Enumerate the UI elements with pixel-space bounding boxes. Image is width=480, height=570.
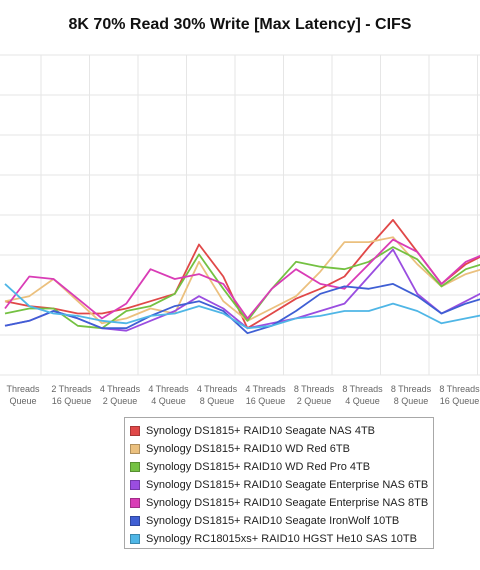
legend-item[interactable]: Synology DS1815+ RAID10 Seagate IronWolf… (130, 512, 433, 530)
series-line (4, 283, 480, 330)
legend-label: Synology DS1815+ RAID10 Seagate IronWolf… (146, 515, 400, 527)
legend-swatch (130, 480, 140, 490)
x-tick-label: 2 Threads (51, 384, 92, 394)
legend-item[interactable]: Synology DS1815+ RAID10 WD Red 6TB (130, 440, 433, 458)
legend-swatch (130, 462, 140, 472)
x-tick-label: Queue (9, 396, 36, 406)
legend-label: Synology DS1815+ RAID10 WD Red Pro 4TB (146, 461, 371, 473)
legend-item[interactable]: Synology DS1815+ RAID10 Seagate Enterpri… (130, 494, 433, 512)
legend-label: Synology DS1815+ RAID10 Seagate NAS 4TB (146, 425, 375, 437)
x-tick-label: 8 Queue (200, 396, 235, 406)
series-line (4, 282, 480, 335)
legend-swatch (130, 444, 140, 454)
x-tick-label: 8 Threads (342, 384, 383, 394)
series-line (4, 238, 480, 320)
legend-swatch (130, 426, 140, 436)
x-tick-label: 2 Queue (103, 396, 138, 406)
x-tick-label: 4 Threads (245, 384, 286, 394)
legend-label: Synology DS1815+ RAID10 Seagate Enterpri… (146, 479, 429, 491)
legend-swatch (130, 498, 140, 508)
x-tick-label: 4 Threads (100, 384, 141, 394)
x-tick-label: 16 Queue (440, 396, 480, 406)
chart-legend: Synology DS1815+ RAID10 Seagate NAS 4TB S… (124, 417, 434, 549)
x-tick-label: 8 Threads (391, 384, 432, 394)
x-tick-label: 16 Queue (52, 396, 92, 406)
legend-swatch (130, 534, 140, 544)
x-axis-tick-labels: Threads Queue 2 Threads 16 Queue 4 Threads 2 … (6, 384, 480, 406)
legend-label: Synology DS1815+ RAID10 WD Red 6TB (146, 443, 350, 455)
x-tick-label: 2 Queue (297, 396, 332, 406)
legend-item[interactable]: Synology DS1815+ RAID10 Seagate NAS 4TB (130, 422, 433, 440)
x-tick-label: 8 Queue (394, 396, 429, 406)
legend-swatch (130, 516, 140, 526)
legend-item[interactable]: Synology DS1815+ RAID10 WD Red Pro 4TB (130, 458, 433, 476)
x-tick-label: 4 Queue (345, 396, 380, 406)
x-tick-label: Threads (6, 384, 40, 394)
x-tick-label: 4 Queue (151, 396, 186, 406)
chart-title: 8K 70% Read 30% Write [Max Latency] - CI… (68, 16, 412, 33)
series-line (4, 246, 480, 330)
line-chart: Threads Queue 2 Threads 16 Queue 4 Threads 2 … (0, 54, 480, 406)
legend-label: Synology DS1815+ RAID10 Seagate Enterpri… (146, 497, 429, 509)
legend-item[interactable]: Synology RC18015xs+ RAID10 HGST He10 SAS… (130, 530, 433, 548)
x-tick-label: 4 Threads (197, 384, 238, 394)
x-tick-label: 4 Threads (148, 384, 189, 394)
x-tick-label: 16 Queue (246, 396, 286, 406)
x-tick-label: 8 Threads (294, 384, 335, 394)
legend-item[interactable]: Synology DS1815+ RAID10 Seagate Enterpri… (130, 476, 433, 494)
x-tick-label: 8 Threads (439, 384, 480, 394)
legend-label: Synology RC18015xs+ RAID10 HGST He10 SAS… (146, 533, 417, 545)
series-lines (4, 218, 480, 335)
